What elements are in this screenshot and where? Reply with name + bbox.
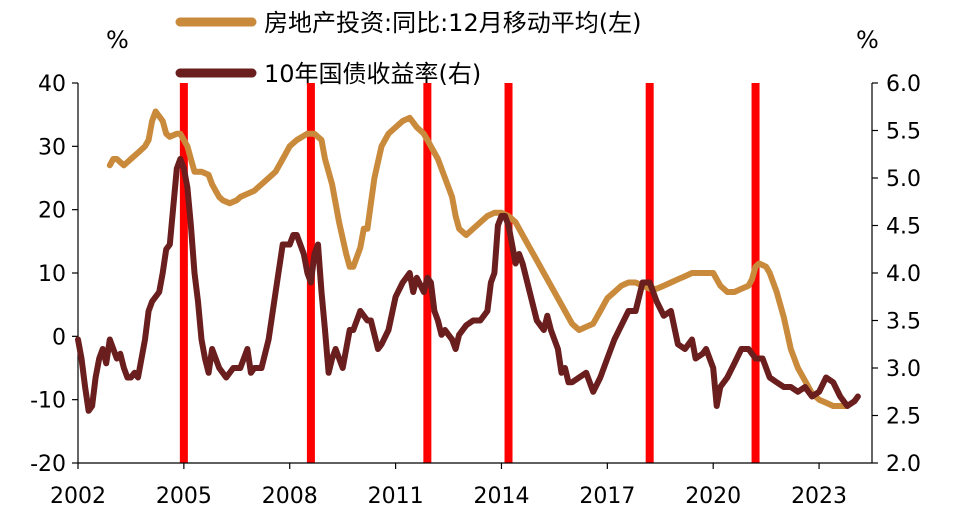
x-axis-tick-label: 2005 (156, 484, 212, 509)
left-axis-unit: % (106, 26, 129, 54)
left-axis-tick-label: 20 (38, 199, 66, 224)
left-axis-tick-label: 40 (38, 72, 66, 97)
left-axis-tick-label: -10 (30, 389, 66, 414)
legend-label-bond: 10年国债收益率(右) (264, 60, 481, 88)
right-axis-tick-label: 5.5 (886, 120, 921, 145)
x-axis-tick-label: 2017 (579, 484, 635, 509)
x-axis-tick-label: 2023 (791, 484, 847, 509)
right-axis-tick-label: 4.5 (886, 215, 921, 240)
left-axis-tick-label: 0 (52, 325, 66, 350)
x-axis-tick-label: 2011 (368, 484, 424, 509)
x-axis-tick-label: 2020 (685, 484, 741, 509)
right-axis-tick-label: 3.5 (886, 310, 921, 335)
right-axis-tick-label: 5.0 (886, 167, 921, 192)
right-axis-tick-label: 4.0 (886, 262, 921, 287)
left-axis-tick-label: 30 (38, 135, 66, 160)
legend-label-real-estate: 房地产投资:同比:12月移动平均(左) (264, 9, 641, 37)
left-axis-tick-label: -20 (30, 452, 66, 477)
line-10y-treasury-yield (75, 156, 861, 414)
x-axis-tick-label: 2002 (50, 484, 106, 509)
right-axis-unit: % (856, 26, 879, 54)
x-axis-tick-label: 2014 (473, 484, 529, 509)
right-axis-tick-label: 3.0 (886, 357, 921, 382)
right-axis-tick-label: 2.5 (886, 405, 921, 430)
marker-lines (179, 83, 760, 463)
legend: 房地产投资:同比:12月移动平均(左) 10年国债收益率(右) (175, 9, 641, 88)
x-axis-tick-label: 2008 (262, 484, 318, 509)
left-axis-tick-label: 10 (38, 262, 66, 287)
line-real-estate-investment (106, 108, 851, 409)
right-axis-tick-label: 6.0 (886, 72, 921, 97)
series-lines (75, 108, 861, 414)
axes: 40 30 20 10 0 -10 -20 6.0 5.5 5.0 4.5 4.0 3.5 3.0 2.5 2… (30, 72, 921, 509)
right-axis-tick-label: 2.0 (886, 452, 921, 477)
